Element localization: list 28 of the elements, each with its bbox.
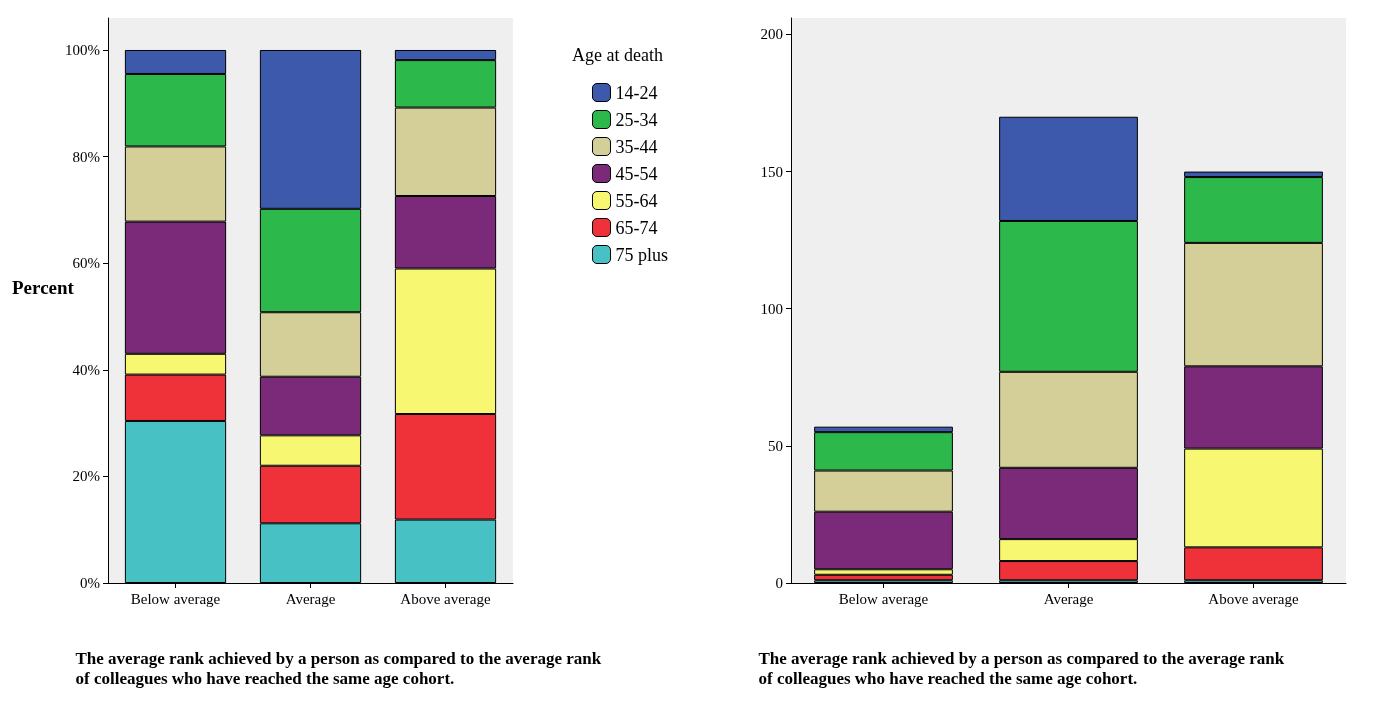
x-tick-label: Above average [400, 590, 492, 607]
y-tick-label: 0 [775, 575, 783, 591]
y-tick-label: 20% [72, 468, 100, 485]
y-axis-title: Percent [12, 277, 75, 298]
y-tick-label: 80% [72, 148, 100, 165]
y-tick-label: 150 [760, 163, 783, 180]
legend-label: 14-24 [615, 82, 658, 103]
legend-title: Age at death [572, 45, 664, 65]
legend-label: 65-74 [615, 217, 658, 238]
legend-label: 75 plus [615, 244, 669, 265]
y-tick-label: 100% [65, 41, 100, 58]
x-tick-label: Above average [1208, 590, 1300, 607]
x-tick-label: Below average [130, 590, 221, 607]
y-tick-label: 200 [760, 26, 783, 43]
y-tick-label: 0% [80, 575, 100, 591]
x-tick-label: Average [1043, 590, 1094, 607]
y-tick-label: 60% [72, 255, 100, 272]
legend-label: 25-34 [615, 109, 658, 130]
y-tick-label: 50 [768, 437, 783, 454]
x-axis-title: The average rank achieved by a person as compared to the average rank of colleagues who have reached the same age cohort. [75, 648, 606, 688]
legend-label: 35-44 [615, 136, 658, 157]
legend-label: 55-64 [615, 190, 658, 211]
x-tick-label: Average [285, 590, 336, 607]
y-tick-label: 40% [72, 361, 100, 378]
y-tick-label: 100 [760, 300, 783, 317]
x-tick-label: Below average [838, 590, 929, 607]
legend-label: 45-54 [615, 163, 658, 184]
x-axis-title: The average rank achieved by a person as compared to the average rank of colleagues who have reached the same age cohort. [758, 648, 1289, 688]
